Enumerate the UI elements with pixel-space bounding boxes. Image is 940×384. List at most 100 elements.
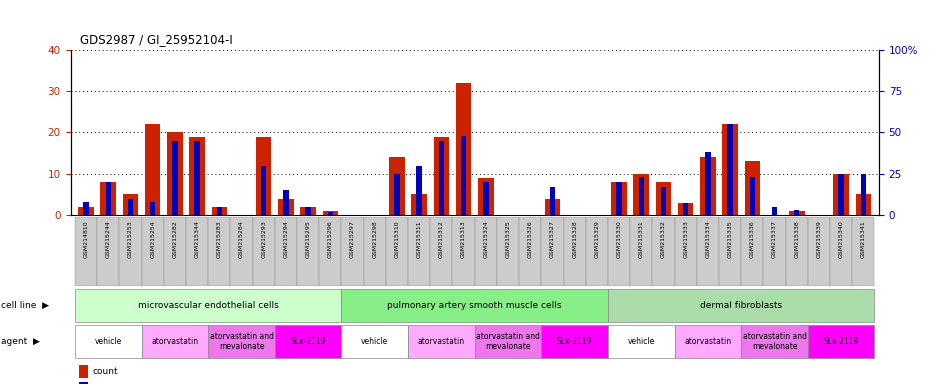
FancyBboxPatch shape	[763, 217, 786, 286]
Text: dermal fibroblasts: dermal fibroblasts	[700, 301, 782, 310]
Text: GSM215341: GSM215341	[861, 220, 866, 258]
Bar	[301, 207, 316, 215]
Bar	[123, 194, 138, 215]
FancyBboxPatch shape	[75, 217, 97, 286]
Text: agent  ▶: agent ▶	[1, 337, 39, 346]
FancyBboxPatch shape	[341, 217, 364, 286]
FancyBboxPatch shape	[675, 325, 742, 358]
FancyBboxPatch shape	[274, 217, 297, 286]
FancyBboxPatch shape	[497, 217, 519, 286]
Bar	[611, 182, 627, 215]
Bar	[838, 174, 844, 215]
FancyBboxPatch shape	[208, 325, 274, 358]
FancyBboxPatch shape	[385, 217, 408, 286]
Text: SLx-2119: SLx-2119	[290, 337, 326, 346]
Text: GSM215326: GSM215326	[527, 220, 533, 258]
Text: GSM215295: GSM215295	[306, 220, 310, 258]
Text: GSM215244: GSM215244	[106, 220, 111, 258]
Bar	[433, 137, 449, 215]
FancyBboxPatch shape	[675, 217, 697, 286]
FancyBboxPatch shape	[408, 217, 431, 286]
FancyBboxPatch shape	[608, 289, 874, 322]
Bar	[678, 203, 694, 215]
Text: GSM215337: GSM215337	[772, 220, 777, 258]
Text: atorvastatin: atorvastatin	[684, 337, 731, 346]
Text: GSM215327: GSM215327	[550, 220, 555, 258]
Text: atorvastatin and
mevalonate: atorvastatin and mevalonate	[743, 332, 807, 351]
Bar	[212, 207, 227, 215]
FancyBboxPatch shape	[630, 217, 652, 286]
Bar	[794, 210, 799, 215]
Bar	[78, 207, 94, 215]
Text: GSM215330: GSM215330	[617, 220, 621, 258]
FancyBboxPatch shape	[364, 217, 385, 286]
Bar	[722, 124, 738, 215]
FancyBboxPatch shape	[208, 217, 230, 286]
FancyBboxPatch shape	[830, 217, 853, 286]
Bar	[483, 182, 489, 215]
Text: count: count	[92, 367, 118, 376]
Text: GDS2987 / GI_25952104-I: GDS2987 / GI_25952104-I	[80, 33, 232, 46]
FancyBboxPatch shape	[274, 325, 341, 358]
Bar	[861, 174, 866, 215]
Bar	[150, 202, 155, 215]
Text: GSM215335: GSM215335	[728, 220, 732, 258]
FancyBboxPatch shape	[408, 325, 475, 358]
Bar	[834, 174, 849, 215]
Bar	[661, 187, 666, 215]
Text: GSM215294: GSM215294	[284, 220, 289, 258]
Text: vehicle: vehicle	[95, 337, 122, 346]
FancyBboxPatch shape	[297, 217, 320, 286]
Bar	[456, 83, 471, 215]
FancyBboxPatch shape	[719, 217, 742, 286]
Text: GSM215333: GSM215333	[683, 220, 688, 258]
Text: GSM214810: GSM214810	[84, 220, 88, 258]
FancyBboxPatch shape	[452, 217, 475, 286]
FancyBboxPatch shape	[142, 217, 164, 286]
Bar	[172, 141, 178, 215]
Bar	[195, 141, 200, 215]
Bar	[105, 182, 111, 215]
Bar	[544, 199, 560, 215]
FancyBboxPatch shape	[586, 217, 608, 286]
Text: cell line  ▶: cell line ▶	[1, 301, 49, 310]
Text: GSM215325: GSM215325	[506, 220, 510, 258]
Bar	[278, 199, 293, 215]
Text: GSM215297: GSM215297	[350, 220, 355, 258]
Text: GSM215293: GSM215293	[261, 220, 266, 258]
Bar	[389, 157, 405, 215]
Bar	[855, 194, 871, 215]
Bar	[617, 182, 621, 215]
FancyBboxPatch shape	[475, 325, 541, 358]
FancyBboxPatch shape	[608, 217, 630, 286]
Bar	[683, 204, 688, 215]
Text: GSM215283: GSM215283	[217, 220, 222, 258]
Bar	[394, 174, 399, 215]
FancyBboxPatch shape	[564, 217, 586, 286]
Text: vehicle: vehicle	[361, 337, 388, 346]
Bar	[145, 124, 161, 215]
Text: vehicle: vehicle	[628, 337, 655, 346]
FancyBboxPatch shape	[431, 217, 452, 286]
Text: GSM215284: GSM215284	[239, 220, 244, 258]
Bar	[322, 211, 338, 215]
FancyBboxPatch shape	[519, 217, 541, 286]
Text: GSM215328: GSM215328	[572, 220, 577, 258]
FancyBboxPatch shape	[97, 217, 119, 286]
Text: GSM215254: GSM215254	[150, 220, 155, 258]
FancyBboxPatch shape	[320, 217, 341, 286]
Text: atorvastatin and
mevalonate: atorvastatin and mevalonate	[476, 332, 540, 351]
Text: atorvastatin: atorvastatin	[417, 337, 465, 346]
Text: GSM215339: GSM215339	[817, 220, 822, 258]
FancyBboxPatch shape	[253, 217, 274, 286]
FancyBboxPatch shape	[75, 325, 142, 358]
Text: GSM215282: GSM215282	[172, 220, 178, 258]
Text: GSM215340: GSM215340	[838, 220, 843, 258]
Bar	[744, 161, 760, 215]
Bar	[79, 365, 88, 378]
Text: GSM215344: GSM215344	[195, 220, 199, 258]
Bar	[478, 178, 494, 215]
Text: GSM215332: GSM215332	[661, 220, 666, 258]
Bar	[749, 177, 755, 215]
Bar	[789, 211, 805, 215]
